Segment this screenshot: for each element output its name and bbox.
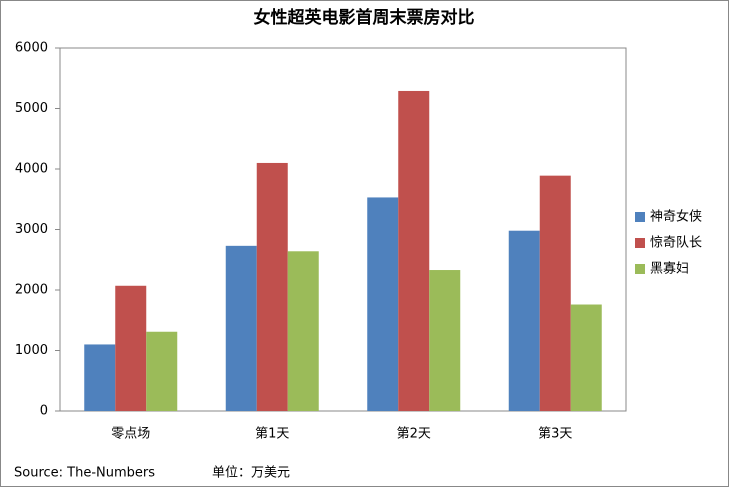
- bar: [115, 285, 147, 411]
- bar: [84, 344, 116, 411]
- bar: [367, 197, 399, 411]
- bar: [256, 162, 288, 411]
- legend-label: 惊奇队长: [650, 235, 702, 251]
- y-tick-label: 3000: [15, 222, 48, 237]
- bar: [508, 230, 540, 411]
- bar: [146, 331, 178, 411]
- x-tick-label: 第3天: [538, 427, 572, 442]
- y-tick-label: 1000: [15, 343, 48, 358]
- x-tick-label: 第1天: [255, 427, 289, 442]
- unit-note: 单位：万美元: [212, 466, 290, 481]
- bar: [398, 90, 430, 411]
- y-tick-label: 6000: [15, 41, 48, 56]
- chart-title: 女性超英电影首周末票房对比: [254, 7, 475, 28]
- bar: [287, 251, 319, 411]
- bar: [539, 175, 571, 411]
- y-tick-label: 5000: [15, 101, 48, 116]
- bar: [429, 270, 461, 411]
- x-tick-label: 第2天: [397, 427, 431, 442]
- y-tick-label: 0: [40, 404, 48, 419]
- legend-swatch: [635, 238, 645, 248]
- legend-swatch: [635, 212, 645, 222]
- source-note: Source: The-Numbers: [14, 466, 155, 481]
- x-tick-label: 零点场: [111, 427, 150, 442]
- y-tick-label: 2000: [15, 283, 48, 298]
- legend-label: 神奇女侠: [650, 209, 702, 225]
- y-tick-label: 4000: [15, 162, 48, 177]
- legend-swatch: [635, 264, 645, 274]
- bar: [225, 245, 257, 411]
- legend-label: 黑寡妇: [650, 261, 689, 277]
- bar: [570, 304, 602, 411]
